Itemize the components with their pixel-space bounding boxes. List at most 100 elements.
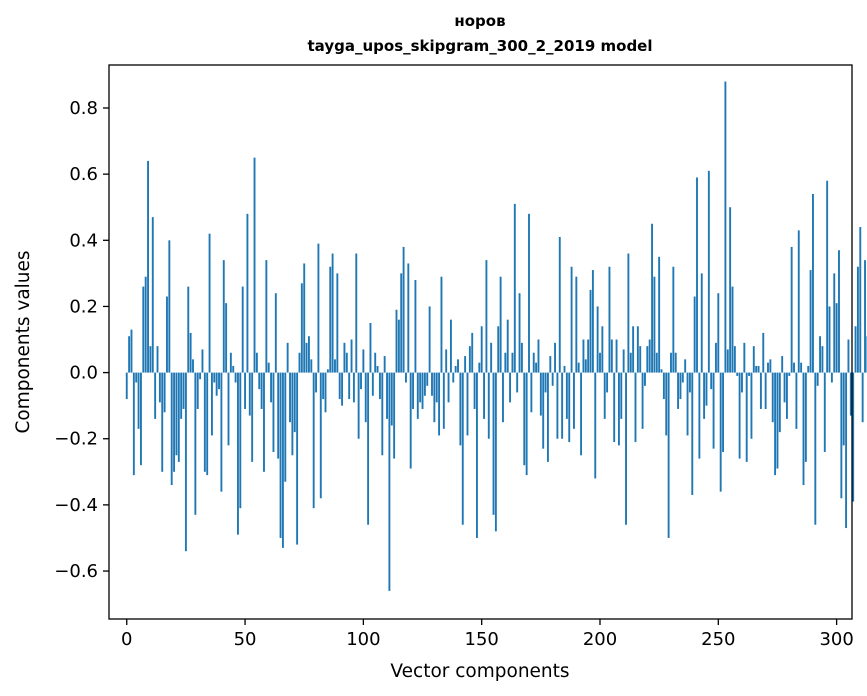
bar xyxy=(423,372,426,396)
bar xyxy=(246,213,249,373)
bar xyxy=(854,326,857,373)
bar xyxy=(502,372,504,423)
bar xyxy=(442,372,445,429)
bar xyxy=(636,326,639,373)
bar xyxy=(688,372,691,393)
bar xyxy=(549,356,552,373)
bar xyxy=(348,372,351,400)
bar xyxy=(783,372,786,403)
bar xyxy=(622,349,625,373)
bar xyxy=(405,372,407,383)
bar xyxy=(705,372,708,406)
bar xyxy=(473,372,476,409)
bar xyxy=(352,372,355,403)
bar xyxy=(691,372,694,495)
bar xyxy=(383,356,386,373)
bar xyxy=(828,306,831,373)
bar xyxy=(582,339,585,373)
bar xyxy=(594,372,597,479)
bar xyxy=(601,326,604,373)
bar xyxy=(764,372,767,409)
bar xyxy=(412,372,415,409)
bar xyxy=(173,372,176,472)
bar xyxy=(802,372,805,486)
bar xyxy=(823,372,826,452)
bar xyxy=(632,326,635,373)
bar xyxy=(215,372,218,396)
bar xyxy=(263,372,265,472)
bar xyxy=(838,250,840,373)
bar xyxy=(168,240,171,373)
bar xyxy=(416,372,419,419)
bar xyxy=(397,319,400,373)
bar xyxy=(617,372,620,446)
bar xyxy=(272,372,275,452)
bar xyxy=(667,372,670,538)
bar xyxy=(707,170,710,373)
bar xyxy=(653,276,656,373)
bar xyxy=(125,372,128,400)
y-tick-label: 0.8 xyxy=(69,98,98,119)
bar xyxy=(674,352,677,373)
bar xyxy=(577,362,580,373)
bar xyxy=(225,303,228,373)
bar xyxy=(629,352,632,373)
bar xyxy=(286,342,289,373)
bar xyxy=(724,81,727,373)
bar xyxy=(390,372,393,426)
y-axis: −0.6 −0.4 −0.2 0.0 0.2 0.4 0.6 0.8 xyxy=(54,98,109,582)
bar xyxy=(277,372,280,459)
bar xyxy=(681,372,684,383)
bar xyxy=(293,372,296,433)
bar xyxy=(660,369,663,373)
bar xyxy=(170,372,173,486)
bar xyxy=(490,342,493,373)
bar xyxy=(539,372,542,416)
bar xyxy=(700,273,703,373)
x-axis: 0 50 100 150 200 250 300 xyxy=(121,619,854,650)
bar xyxy=(736,372,739,376)
bar xyxy=(175,372,178,456)
bar xyxy=(350,339,353,373)
bar xyxy=(419,372,422,403)
bar xyxy=(468,346,471,373)
bar xyxy=(222,260,225,373)
bar xyxy=(149,346,152,373)
bar xyxy=(487,372,490,439)
bar xyxy=(426,372,429,386)
bar xyxy=(253,157,256,373)
y-tick-label: 0.2 xyxy=(69,296,98,317)
bar xyxy=(248,372,251,416)
bar xyxy=(445,349,448,373)
bar xyxy=(573,372,575,429)
bar xyxy=(229,352,232,373)
bar xyxy=(771,372,774,423)
bar xyxy=(156,346,159,373)
bar xyxy=(360,372,362,390)
bar xyxy=(788,372,791,376)
chart-subtitle: tayga_upos_skipgram_300_2_2019 model xyxy=(308,37,653,55)
bar xyxy=(206,372,209,476)
bar xyxy=(859,227,862,373)
plot-frame xyxy=(108,64,853,620)
bar xyxy=(279,372,282,538)
y-tick-label: −0.6 xyxy=(54,561,98,582)
bar xyxy=(291,372,294,456)
bar xyxy=(530,372,533,413)
bar xyxy=(305,342,308,373)
bar xyxy=(300,283,303,373)
bar xyxy=(748,372,751,376)
bar xyxy=(767,362,769,373)
bar xyxy=(367,372,370,525)
bar xyxy=(677,372,680,409)
bar xyxy=(137,372,140,429)
x-tick-label: 150 xyxy=(465,629,499,650)
bar xyxy=(554,342,556,373)
bar xyxy=(807,365,810,373)
bar xyxy=(400,273,403,373)
bar xyxy=(184,372,187,552)
bar xyxy=(684,359,687,373)
bar xyxy=(686,372,689,436)
bar xyxy=(499,276,502,373)
bar xyxy=(407,263,410,373)
